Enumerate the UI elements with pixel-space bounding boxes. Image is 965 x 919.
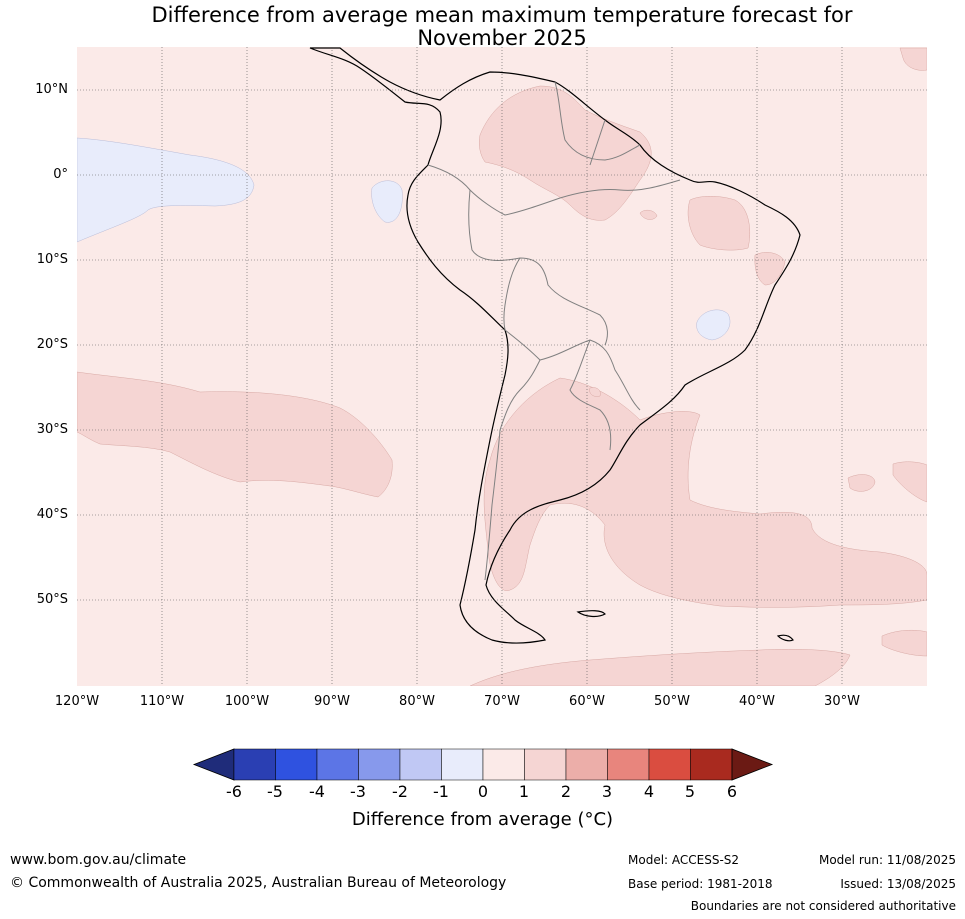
colorbar-segment — [275, 748, 318, 781]
anomaly-1-2-regions — [77, 47, 927, 686]
lat-label-20s: 20°S — [36, 337, 68, 352]
lon-label-100w: 100°W — [224, 694, 270, 709]
colorbar-segment — [316, 748, 359, 781]
colorbar-tick-1: 1 — [518, 782, 530, 801]
colorbar-segment — [482, 748, 525, 781]
colorbar-segment — [524, 748, 567, 781]
continent-outlines — [309, 47, 801, 644]
colorbar-tick-5: 5 — [684, 782, 696, 801]
title-line-1: Difference from average mean maximum tem… — [151, 3, 853, 27]
colorbar-tick-0: 0 — [477, 782, 489, 801]
colorbar-segment — [648, 748, 691, 781]
footer-model: Model: ACCESS-S2 — [628, 853, 740, 867]
colorbar-segment — [607, 748, 650, 781]
lon-label-90w: 90°W — [314, 694, 350, 709]
colorbar-segment — [690, 748, 733, 781]
lon-label-60w: 60°W — [569, 694, 605, 709]
title-line-2: November 2025 — [417, 26, 587, 50]
lat-label-50s: 50°S — [36, 592, 68, 607]
footer-copyright: © Commonwealth of Australia 2025, Austra… — [10, 875, 507, 891]
lon-label-40w: 40°W — [739, 694, 775, 709]
lat-label-0: 0° — [53, 167, 68, 182]
country-borders — [427, 81, 681, 581]
graticule — [77, 47, 927, 686]
footer-disclaimer: Boundaries are not considered authoritat… — [690, 899, 956, 913]
colorbar-tick-2: 2 — [560, 782, 572, 801]
colorbar-tick-6: 6 — [726, 782, 738, 801]
colorbar-segments — [192, 748, 774, 781]
lon-label-50w: 50°W — [654, 694, 690, 709]
colorbar-tick-neg5: -5 — [267, 782, 283, 801]
colorbar-tick-neg2: -2 — [392, 782, 408, 801]
colorbar-segment — [233, 748, 276, 781]
footer-website: www.bom.gov.au/climate — [10, 852, 187, 868]
footer-issued: Issued: 13/08/2025 — [840, 877, 956, 891]
colorbar-arrow-low — [192, 748, 235, 781]
colorbar-segment — [565, 748, 608, 781]
colorbar-label: Difference from average (°C) — [351, 809, 614, 830]
colorbar-tick-neg1: -1 — [433, 782, 449, 801]
lon-label-80w: 80°W — [399, 694, 435, 709]
colorbar-arrow-high — [731, 748, 774, 781]
colorbar-segment — [399, 748, 442, 781]
lon-label-30w: 30°W — [824, 694, 860, 709]
lon-label-70w: 70°W — [484, 694, 520, 709]
colorbar-tick-neg3: -3 — [350, 782, 366, 801]
footer-base-period: Base period: 1981-2018 — [628, 877, 773, 891]
lat-label-30s: 30°S — [36, 422, 68, 437]
lat-label-40s: 40°S — [36, 507, 68, 522]
lon-label-120w: 120°W — [54, 694, 100, 709]
colorbar-tick-neg6: -6 — [226, 782, 242, 801]
lon-label-110w: 110°W — [139, 694, 185, 709]
anomaly-neg1-0-regions — [77, 137, 731, 341]
colorbar-segment — [358, 748, 401, 781]
colorbar-segment — [441, 748, 484, 781]
colorbar-tick-neg4: -4 — [309, 782, 325, 801]
lat-label-10n: 10°N — [35, 82, 68, 97]
forecast-map — [77, 47, 927, 686]
footer-model-run: Model run: 11/08/2025 — [818, 853, 956, 867]
map-title: Difference from average mean maximum tem… — [77, 4, 927, 50]
lat-label-10s: 10°S — [36, 252, 68, 267]
colorbar-tick-3: 3 — [601, 782, 613, 801]
colorbar-tick-4: 4 — [643, 782, 655, 801]
